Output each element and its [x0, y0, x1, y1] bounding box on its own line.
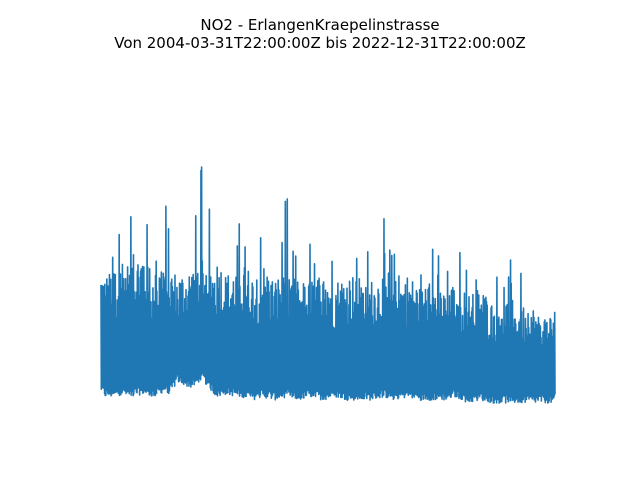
chart-subtitle: Von 2004-03-31T22:00:00Z bis 2022-12-31T… — [114, 34, 526, 52]
chart-title: NO2 - ErlangenKraepelinstrasse — [200, 16, 440, 34]
series-line — [100, 166, 556, 404]
